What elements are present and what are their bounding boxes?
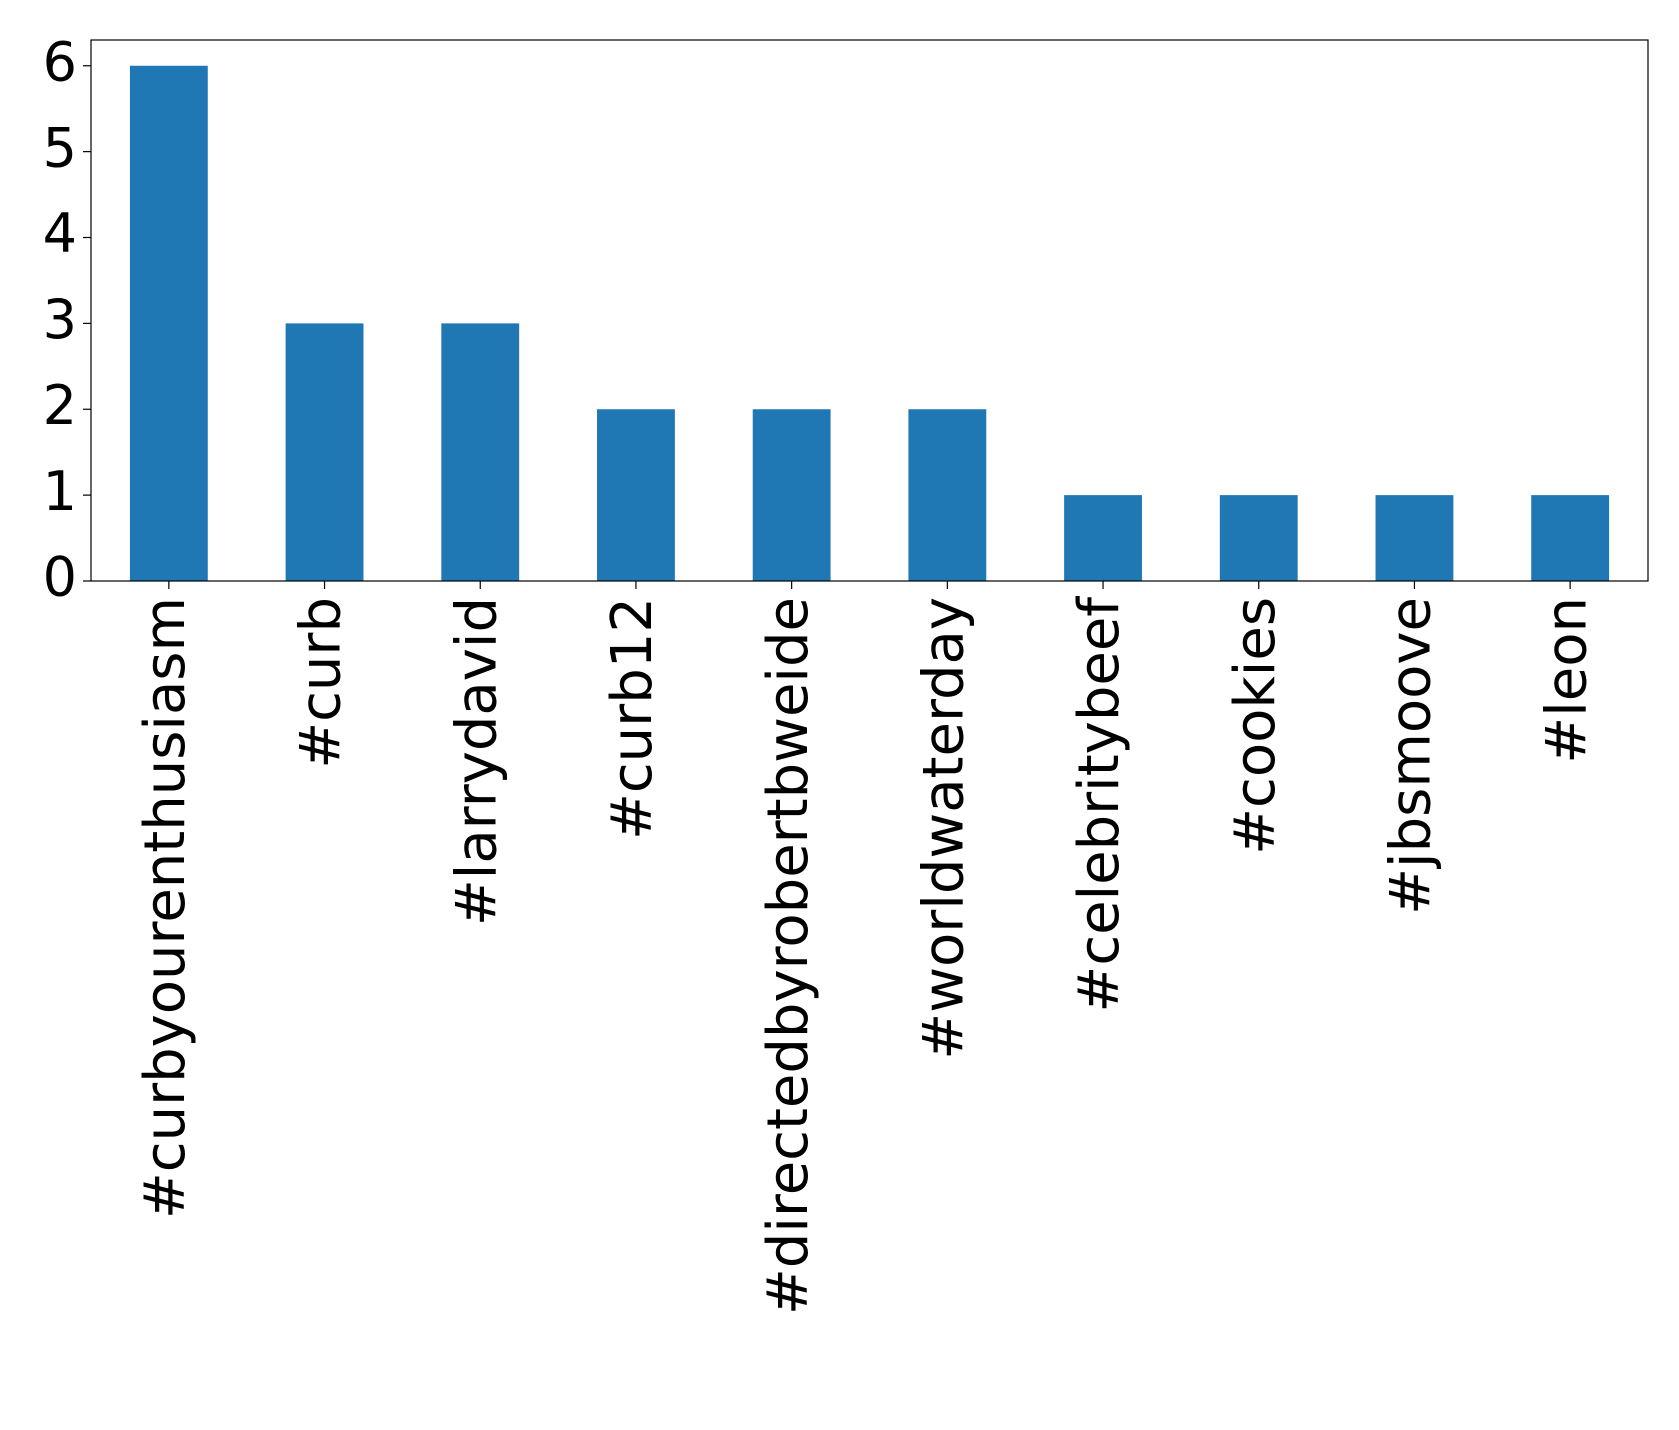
bar [1064,495,1142,581]
x-tick-label: #larrydavid [444,597,509,926]
bar [441,323,520,581]
y-tick-label: 3 [43,288,77,351]
x-tick-label: #curbyourenthusiasm [133,597,198,1219]
x-tick-label: #curb12 [600,597,665,840]
bar [597,409,675,581]
bar [1531,495,1610,581]
x-tick-label: #leon [1534,597,1599,764]
bar [129,65,208,581]
y-tick-label: 6 [43,30,77,93]
plot-frame [90,39,1649,582]
bar [752,409,831,581]
x-tick-label: #directedbyrobertbweide [756,597,821,1315]
x-tick-label: #celebritybeef [1067,596,1132,1013]
bar [908,409,987,581]
y-tick-label: 0 [43,546,77,609]
x-tick-label: #worldwaterday [911,597,976,1060]
y-tick-label: 5 [43,116,77,179]
bar [1219,495,1298,581]
bar [1375,495,1454,581]
y-tick-label: 1 [43,460,77,523]
y-tick-label: 2 [43,374,77,437]
x-tick-label: #curb [289,597,354,769]
y-tick-label: 4 [43,202,77,265]
bar [285,323,364,581]
x-tick-label: #jbsmoove [1379,597,1444,915]
x-tick-label: #cookies [1223,597,1288,855]
